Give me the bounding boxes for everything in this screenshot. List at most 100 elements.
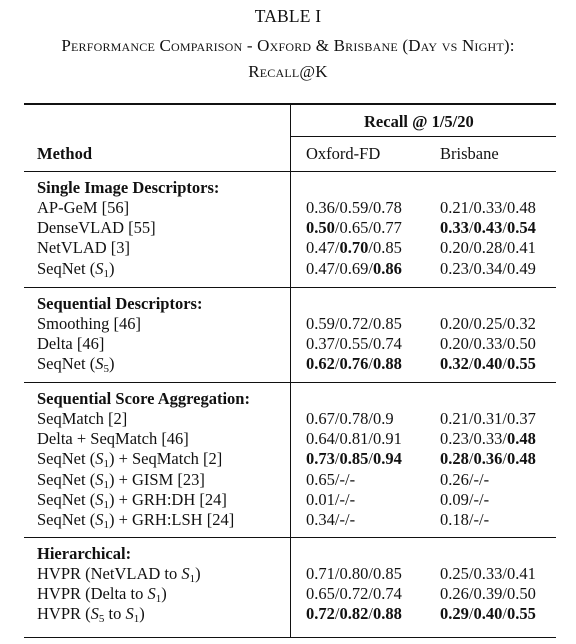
- brisbane-cell: 0.25/0.33/0.41: [440, 564, 536, 583]
- section-header: Single Image Descriptors:: [0, 178, 576, 198]
- oxford-cell: 0.37/0.55/0.74: [306, 334, 402, 354]
- best-value: 0.48: [506, 449, 536, 469]
- best-value: 0.28: [440, 449, 469, 469]
- bottom-rule: [24, 637, 556, 638]
- method-cell: Delta [46]: [37, 334, 105, 354]
- table-row: HVPR (Delta to S1) 0.65/0.72/0.74 0.26/0.3…: [0, 584, 576, 606]
- brisbane-cell: 0.20/0.25/0.32: [440, 314, 536, 333]
- math-var: S: [95, 354, 104, 374]
- table-row: SeqNet (S1) + SeqMatch [2] 0.73/0.85/0.94…: [0, 449, 576, 471]
- math-subscript: 5: [103, 363, 109, 376]
- method-cell: Smoothing [46]: [37, 314, 142, 333]
- method-cell: SeqNet (S1) + GISM [23]: [37, 469, 205, 491]
- table-row: SeqNet (S1) 0.47/0.69/0.86 0.23/0.34/0.49: [0, 258, 576, 280]
- section-rule: [24, 171, 556, 172]
- oxford-cell: 0.47/0.70/0.85: [306, 238, 402, 258]
- oxford-cell: 0.36/0.59/0.78: [306, 198, 402, 217]
- best-value: 0.29: [440, 604, 469, 624]
- section-rule: [24, 537, 556, 538]
- brisbane-cell: 0.29/0.40/0.55: [440, 604, 536, 624]
- best-value: 0.55: [506, 354, 536, 374]
- col-method-header: Method: [37, 144, 92, 163]
- math-subscript: 1: [103, 478, 109, 491]
- table-title: Performance Comparison - Oxford & Brisba…: [61, 36, 515, 55]
- best-value: 0.73: [306, 449, 335, 469]
- best-value: 0.40: [473, 354, 503, 374]
- table-row: AP-GeM [56] 0.36/0.59/0.78 0.21/0.33/0.48: [0, 198, 576, 218]
- best-value: 0.40: [473, 604, 503, 624]
- best-value: 0.43: [473, 218, 503, 238]
- best-value: 0.86: [372, 258, 402, 278]
- oxford-cell: 0.34/-/-: [306, 510, 356, 529]
- oxford-cell: 0.72/0.82/0.88: [306, 604, 402, 624]
- col-brisbane-header: Brisbane: [440, 144, 499, 163]
- brisbane-cell: 0.28/0.36/0.48: [440, 449, 536, 469]
- best-value: 0.48: [506, 429, 536, 449]
- table-row: SeqNet (S1) + GISM [23] 0.65/-/- 0.26/-/-: [0, 469, 576, 491]
- brisbane-cell: 0.23/0.33/0.48: [440, 429, 536, 449]
- math-subscript: 1: [103, 458, 109, 471]
- math-subscript: 1: [103, 498, 109, 511]
- oxford-cell: 0.47/0.69/0.86: [306, 258, 402, 278]
- table-row: SeqNet (S5) 0.62/0.76/0.88 0.32/0.40/0.55: [0, 354, 576, 376]
- section-rule: [24, 382, 556, 383]
- oxford-cell: 0.71/0.80/0.85: [306, 564, 402, 583]
- brisbane-cell: 0.33/0.43/0.54: [440, 218, 536, 238]
- oxford-cell: 0.65/0.72/0.74: [306, 584, 402, 604]
- math-subscript: 1: [189, 573, 196, 585]
- section-title: Hierarchical:: [37, 544, 132, 563]
- best-value: 0.72: [306, 604, 335, 624]
- header-row: Method Oxford-FD Brisbane: [0, 144, 576, 164]
- math-var: S: [181, 564, 190, 583]
- oxford-cell: 0.62/0.76/0.88: [306, 354, 402, 374]
- method-cell: SeqMatch [2]: [37, 409, 128, 428]
- math-subscript: 5: [98, 613, 105, 626]
- math-var: S: [90, 604, 99, 624]
- table-row: NetVLAD [3] 0.47/0.70/0.85 0.20/0.28/0.41: [0, 238, 576, 258]
- method-cell: HVPR (S5 to S1): [37, 604, 145, 626]
- table-row: Delta [46] 0.37/0.55/0.74 0.20/0.33/0.50: [0, 334, 576, 354]
- oxford-cell: 0.01/-/-: [306, 489, 356, 509]
- section-header: Hierarchical:: [0, 544, 576, 564]
- best-value: 0.88: [372, 604, 402, 624]
- best-value: 0.55: [506, 604, 536, 624]
- math-var: S: [147, 584, 156, 604]
- top-rule: [24, 103, 556, 105]
- best-value: 0.82: [339, 604, 369, 624]
- col-oxford-header: Oxford-FD: [306, 144, 381, 163]
- method-cell: HVPR (NetVLAD to S1): [37, 564, 201, 585]
- section-rule: [24, 287, 556, 288]
- oxford-cell: 0.64/0.81/0.91: [306, 429, 402, 449]
- method-cell: SeqNet (S1) + SeqMatch [2]: [37, 449, 223, 471]
- best-value: 0.88: [372, 354, 402, 374]
- math-subscript: 1: [103, 267, 109, 280]
- oxford-cell: 0.67/0.78/0.9: [306, 409, 394, 428]
- method-cell: SeqNet (S1): [37, 258, 115, 280]
- best-value: 0.70: [339, 238, 369, 258]
- method-cell: HVPR (Delta to S1): [37, 584, 167, 606]
- math-subscript: 1: [155, 593, 162, 606]
- method-cell: SeqNet (S1) + GRH:DH [24]: [37, 489, 227, 511]
- table-row: HVPR (S5 to S1) 0.72/0.82/0.88 0.29/0.40/0…: [0, 604, 576, 626]
- method-cell: AP-GeM [56]: [37, 198, 130, 217]
- table-row: DenseVLAD [55] 0.50/0.65/0.77 0.33/0.43/0.…: [0, 218, 576, 238]
- section-title: Sequential Descriptors:: [37, 294, 203, 313]
- section-title: Single Image Descriptors:: [37, 178, 220, 197]
- best-value: 0.36: [473, 449, 503, 469]
- brisbane-cell: 0.09/-/-: [440, 489, 490, 509]
- math-var: S: [125, 604, 134, 624]
- oxford-cell: 0.65/-/-: [306, 469, 356, 489]
- best-value: 0.94: [372, 449, 402, 469]
- section-title: Sequential Score Aggregation:: [37, 389, 250, 408]
- method-cell: SeqNet (S5): [37, 354, 115, 376]
- method-cell: SeqNet (S1) + GRH:LSH [24]: [37, 510, 235, 531]
- math-var: S: [95, 489, 104, 509]
- best-value: 0.33: [440, 218, 469, 238]
- group-header: Recall @ 1/5/20: [364, 112, 474, 131]
- table-label: TABLE I: [254, 6, 322, 26]
- section-header: Sequential Descriptors:: [0, 294, 576, 314]
- brisbane-cell: 0.32/0.40/0.55: [440, 354, 536, 374]
- table-row: SeqNet (S1) + GRH:LSH [24] 0.34/-/- 0.18/-…: [0, 510, 576, 531]
- math-var: S: [95, 449, 104, 469]
- method-cell: DenseVLAD [55]: [37, 218, 156, 238]
